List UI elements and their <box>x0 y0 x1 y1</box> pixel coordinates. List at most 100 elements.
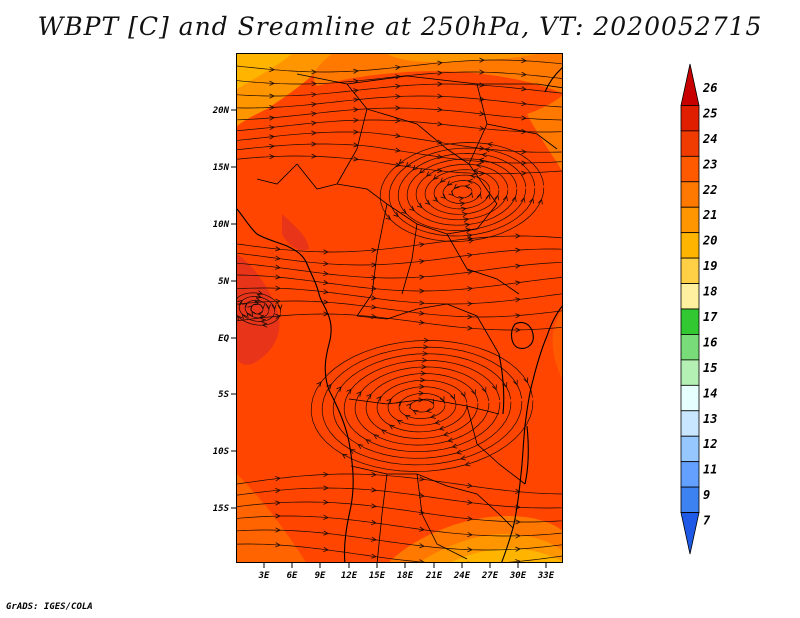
streamline-arrow <box>448 190 454 196</box>
colorbar-cell <box>680 155 700 183</box>
streamline-arrow <box>479 57 485 63</box>
streamline-arrow <box>258 315 265 321</box>
streamline-arrow <box>247 305 253 311</box>
streamline <box>424 169 500 215</box>
streamline-arrow <box>275 246 281 252</box>
streamline-arrow <box>371 275 377 281</box>
colorbar-label: 15 <box>703 361 717 375</box>
streamline-arrow <box>512 379 518 386</box>
streamline-arrow <box>437 60 443 66</box>
streamline-arrow <box>323 530 329 536</box>
longitude-axis: 3E 6E 9E 12E 15E 18E 21E 24E 27E 30E 33E <box>258 563 555 581</box>
streamline-arrow <box>434 419 441 425</box>
streamline-arrow <box>366 393 372 400</box>
streamline <box>321 346 523 466</box>
streamline-arrow <box>388 424 395 430</box>
streamline-arrow <box>487 141 493 147</box>
border-n <box>446 485 514 529</box>
border-o <box>376 473 388 562</box>
streamline-arrow <box>437 93 443 99</box>
streamline-arrow <box>515 546 521 552</box>
streamline-arrow <box>393 211 399 218</box>
streamline-arrow <box>371 295 377 301</box>
streamline-arrow <box>467 561 469 562</box>
shading-north-band <box>313 54 562 94</box>
streamline-arrow <box>467 252 473 258</box>
lon-tick-label: 30E <box>509 571 527 581</box>
streamline-arrow <box>353 68 359 74</box>
streamline-arrow <box>440 193 447 199</box>
streamline-arrow <box>260 303 266 310</box>
streamline-arrow <box>412 165 418 171</box>
streamline-arrow <box>311 101 317 108</box>
streamline-arrow <box>467 301 473 307</box>
streamline-arrow <box>432 196 439 203</box>
streamline-arrow <box>376 395 382 402</box>
streamline-arrow <box>237 315 243 321</box>
streamline-arrow <box>521 160 527 166</box>
streamline-arrow <box>419 319 425 325</box>
shading-se-gold <box>451 548 562 562</box>
streamline-arrow <box>277 304 283 311</box>
streamline <box>237 515 562 537</box>
streamline-arrow <box>476 192 482 199</box>
streamline-arrow <box>437 107 443 113</box>
streamline-arrow <box>395 117 401 124</box>
streamline-arrow <box>246 312 252 318</box>
colorbar-label: 22 <box>702 183 717 197</box>
streamline-arrow <box>515 559 521 562</box>
streamline-arrow <box>275 500 281 506</box>
streamline-arrow <box>460 455 466 461</box>
streamline-arrow <box>521 100 527 107</box>
streamline-arrow <box>323 499 329 505</box>
border-r <box>486 123 558 150</box>
border-h <box>446 233 520 295</box>
streamline-arrow <box>515 313 521 319</box>
streamline-arrow <box>418 397 424 403</box>
streamline-arrow <box>409 205 415 212</box>
streamline-arrow <box>275 542 281 548</box>
streamline-arrow <box>467 325 473 331</box>
lat-tick-label: 5S <box>218 390 229 400</box>
streamline <box>387 386 457 426</box>
streamline <box>237 529 562 551</box>
streamline-arrow <box>311 141 317 147</box>
lon-tick-label: 27E <box>481 571 499 581</box>
streamline-arrow <box>381 429 387 435</box>
colorbar: 26 25 24 23 22 21 20 19 18 17 16 15 14 13 12 11 9 7 <box>680 63 718 555</box>
streamline <box>442 180 482 204</box>
streamline-arrow <box>439 177 446 183</box>
colorbar-cell <box>680 206 700 234</box>
streamline-arrow <box>437 81 443 87</box>
streamline-arrow <box>371 519 377 526</box>
streamline-arrow <box>460 206 467 212</box>
streamline-arrow <box>398 158 405 165</box>
colorbar-label: 20 <box>702 234 717 248</box>
streamline-arrow <box>395 162 401 168</box>
streamline-arrow <box>323 299 329 305</box>
streamline-arrow <box>419 300 425 306</box>
streamline-arrow <box>446 180 453 187</box>
shading-north-core <box>387 54 537 62</box>
streamline-arrow <box>502 195 508 202</box>
streamline-arrow <box>251 310 257 317</box>
streamline-arrow <box>419 509 425 515</box>
streamline-arrow <box>323 260 329 267</box>
streamline-arrow <box>353 107 359 113</box>
streamline-arrow <box>419 384 425 390</box>
colorbar-cell <box>680 283 700 310</box>
streamline-arrow <box>419 288 425 294</box>
streamline-arrow <box>432 174 439 180</box>
streamline-arrow <box>475 162 482 169</box>
streamline-arrow <box>484 147 490 153</box>
streamline-arrow <box>515 233 521 239</box>
streamline <box>310 340 534 472</box>
colorbar-label: 23 <box>702 157 717 171</box>
streamline <box>237 287 562 305</box>
streamline-arrow <box>412 410 419 415</box>
streamline-arrow <box>464 222 471 228</box>
latitude-axis: 20N 15N 10N 5N EQ 5S 10S 15S <box>212 106 236 514</box>
streamline-arrow <box>515 247 521 253</box>
colorbar-label: 24 <box>702 132 717 146</box>
colorbar-cell <box>680 105 700 132</box>
